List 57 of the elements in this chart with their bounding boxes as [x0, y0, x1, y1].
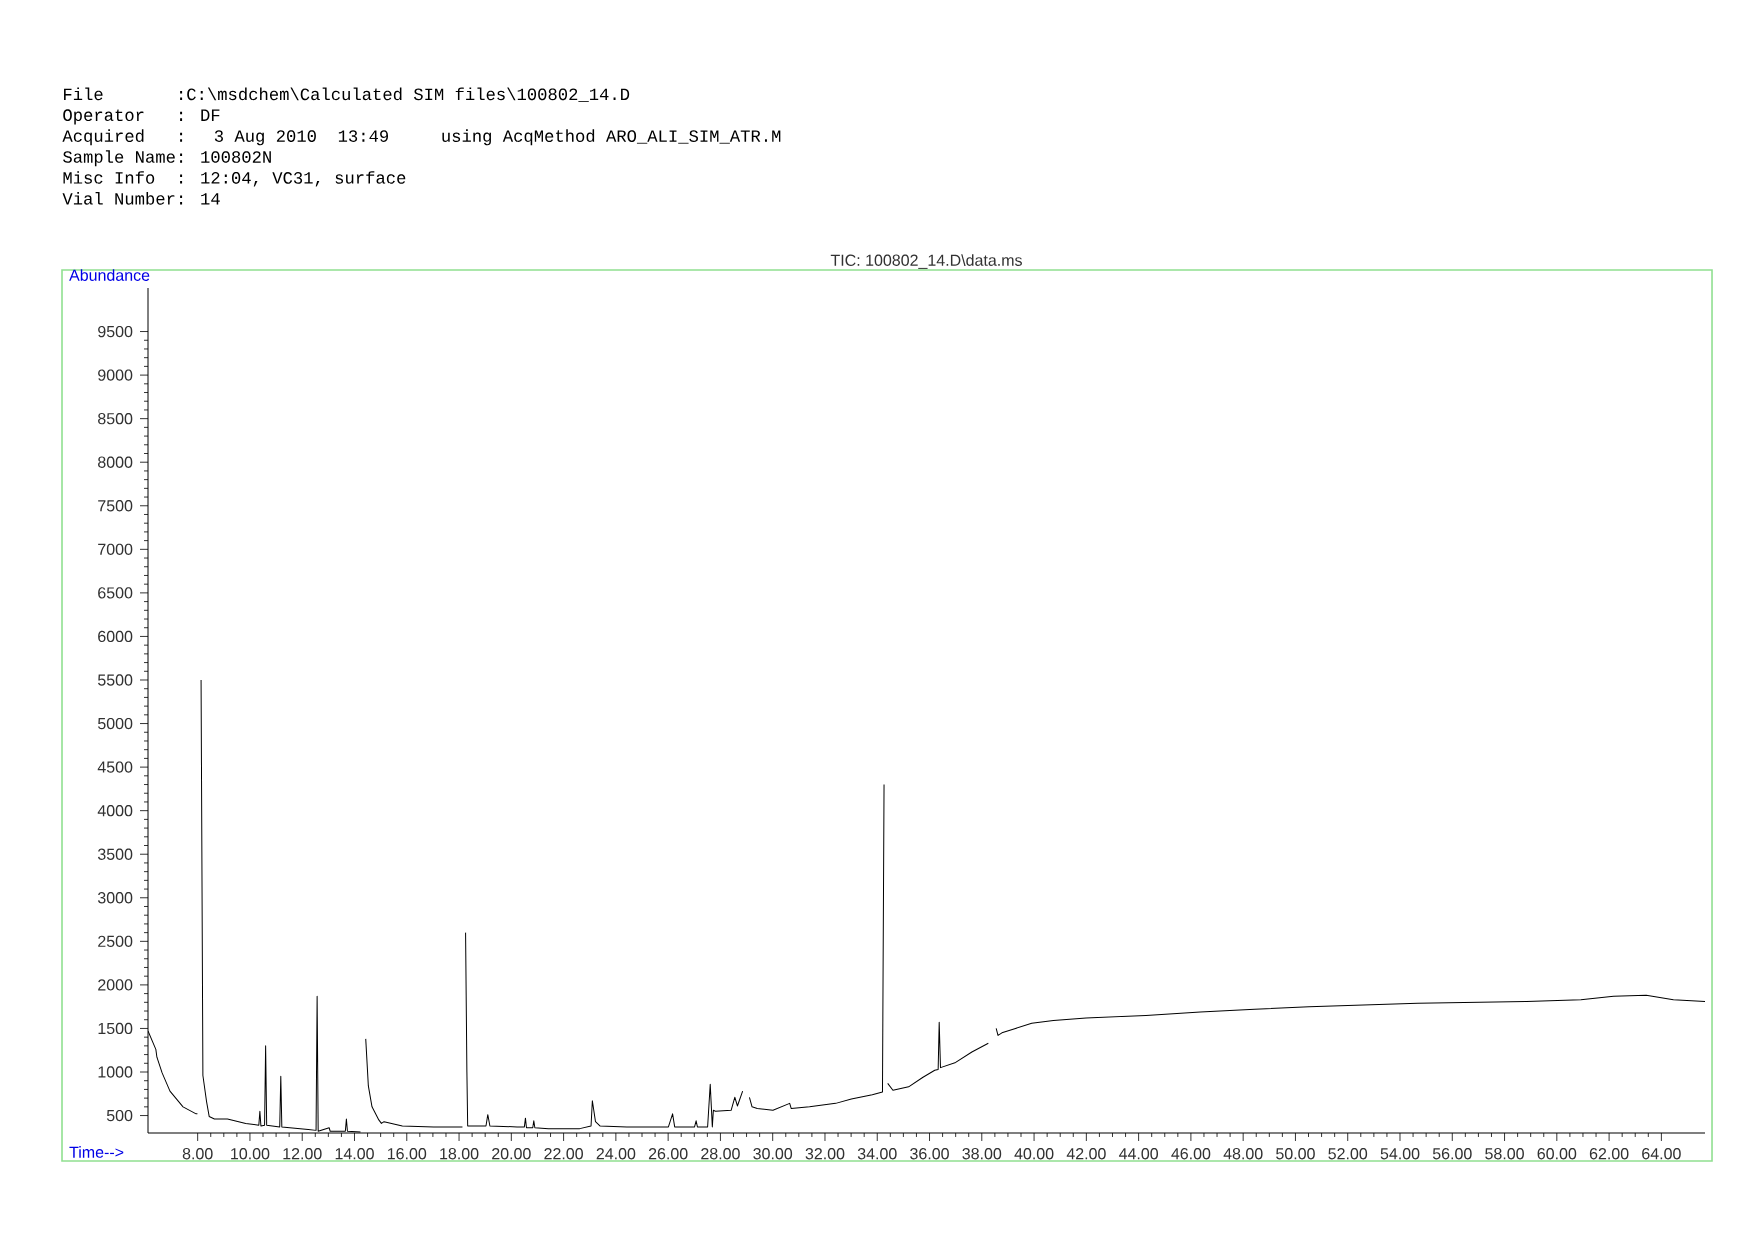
- x-tick-label: 28.00: [701, 1148, 740, 1160]
- y-tick-label: 9500: [98, 325, 133, 338]
- x-tick-label: 20.00: [492, 1148, 531, 1160]
- x-tick-label: 46.00: [1171, 1148, 1211, 1160]
- y-tick-label: 3500: [97, 848, 133, 860]
- y-tick-label: 7000: [98, 543, 133, 555]
- x-tick-label: 60.00: [1537, 1148, 1577, 1160]
- text: Operator : DF: [63, 109, 220, 125]
- y-tick-label: 5000: [97, 717, 133, 730]
- y-tick-label: 6500: [98, 587, 133, 599]
- y-tick-label: 3000: [97, 892, 133, 904]
- y-tick-label: 7500: [98, 500, 133, 512]
- x-tick-label: 14.00: [335, 1148, 374, 1160]
- x-tick-label: 34.00: [857, 1148, 897, 1160]
- x-tick-label: 18.00: [440, 1148, 479, 1160]
- x-tick-label: 32.00: [805, 1148, 845, 1160]
- x-tick-label: 42.00: [1066, 1148, 1106, 1160]
- x-tick-label: 22.00: [544, 1148, 583, 1160]
- x-tick-label: 50.00: [1276, 1148, 1315, 1160]
- y-tick-label: 1000: [98, 1066, 133, 1078]
- y-tick-label: 5500: [97, 674, 133, 686]
- x-tick-label: 12.00: [283, 1148, 322, 1160]
- y-tick-label: 2000: [98, 979, 133, 991]
- x-tick-label: 36.00: [910, 1148, 949, 1160]
- x-tick-label: 38.00: [962, 1148, 1002, 1160]
- y-axis-title: Abundance: [69, 269, 150, 281]
- x-tick-label: 16.00: [387, 1148, 427, 1160]
- x-tick-label: 8.00: [182, 1148, 213, 1160]
- x-tick-label: 44.00: [1118, 1148, 1159, 1160]
- text: Acquired : 3 Aug 2010 13:49 using AcqMethod ARO_ALI_SIM_ATR.M: [62, 129, 781, 146]
- y-tick-label: 8000: [98, 456, 133, 468]
- text: Vial Number: 14: [62, 192, 220, 205]
- x-tick-label: 64.00: [1642, 1148, 1681, 1160]
- x-tick-label: 48.00: [1223, 1148, 1263, 1160]
- y-tick-label: 4000: [97, 805, 133, 817]
- x-tick-label: 10.00: [231, 1148, 270, 1160]
- x-tick-label: 26.00: [648, 1148, 688, 1160]
- y-tick-label: 2500: [98, 935, 133, 947]
- x-tick-label: 56.00: [1432, 1148, 1472, 1160]
- chart-title: TIC: 100802_14.D\data.ms: [830, 254, 1022, 269]
- text: Misc Info : 12:04, VC31, surface: [63, 171, 406, 187]
- y-tick-label: 9000: [98, 369, 133, 381]
- x-tick-label: 40.00: [1014, 1148, 1054, 1160]
- x-tick-label: 62.00: [1589, 1148, 1629, 1160]
- y-tick-label: 1500: [98, 1022, 133, 1035]
- x-axis-title: Time-->: [69, 1146, 124, 1158]
- x-tick-label: 52.00: [1328, 1148, 1368, 1160]
- x-tick-label: 54.00: [1380, 1148, 1420, 1160]
- x-tick-label: 24.00: [596, 1148, 636, 1160]
- x-tick-label: 30.00: [753, 1148, 793, 1160]
- y-tick-label: 4500: [97, 761, 133, 773]
- y-tick-label: 8500: [98, 413, 133, 425]
- text: File :C:\msdchem\Calculated SIM files\100802_14.D: [64, 87, 630, 102]
- x-tick-label: 58.00: [1485, 1148, 1524, 1160]
- y-tick-label: 6000: [98, 630, 133, 643]
- text: Sample Name: 100802N: [63, 150, 271, 167]
- y-tick-label: 500: [106, 1109, 133, 1122]
